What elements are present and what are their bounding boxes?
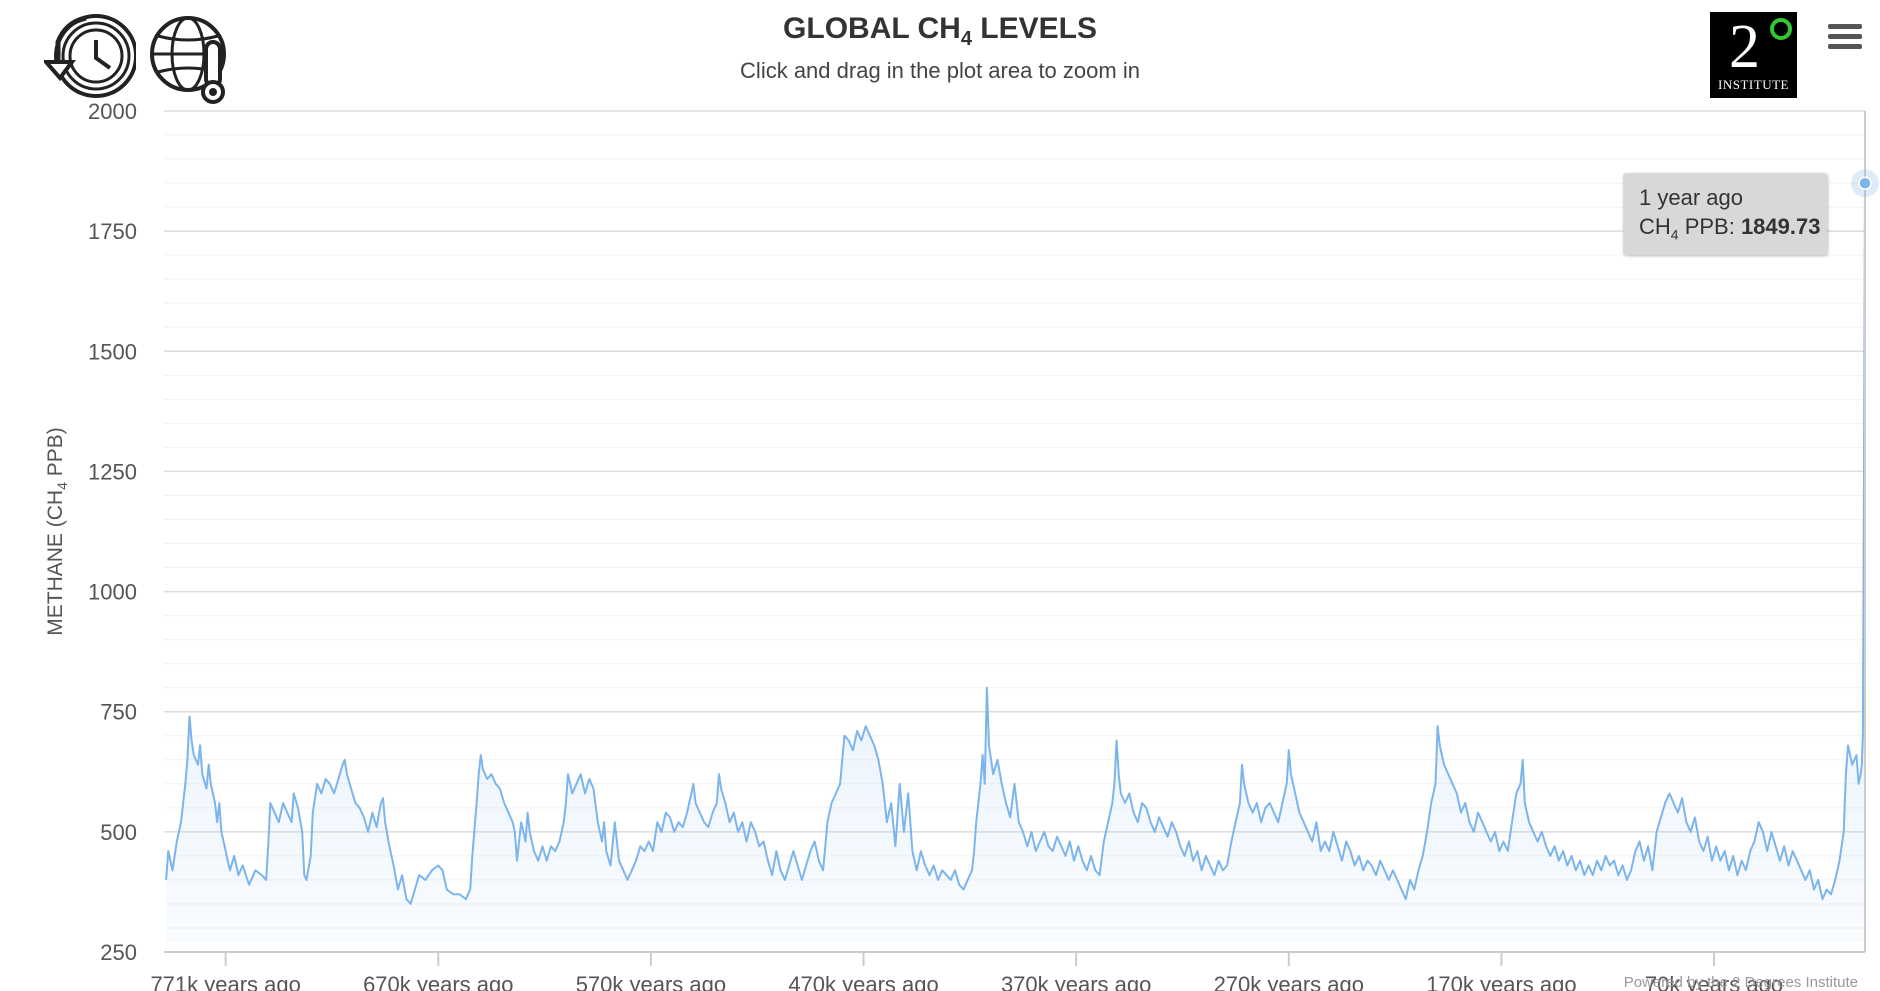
x-tick-label: 570k years ago — [576, 972, 726, 991]
x-tick-label: 170k years ago — [1426, 972, 1576, 991]
history-clock-icon[interactable] — [41, 12, 138, 109]
y-axis-ticks: 2000 1750 1500 1250 1000 750 500 250 — [88, 99, 137, 965]
tooltip-label: 1 year ago — [1639, 185, 1743, 210]
x-tick-label: 771k years ago — [150, 972, 300, 991]
y-tick-label: 750 — [100, 700, 137, 725]
x-axis-ticks: 771k years ago 670k years ago 570k years a… — [150, 952, 1783, 991]
tooltip-value: 1849.73 — [1740, 214, 1821, 239]
logo-degree-ring — [1770, 18, 1792, 40]
menu-bar — [1828, 24, 1862, 29]
menu-bar — [1828, 34, 1862, 39]
y-tick-label: 250 — [100, 940, 137, 965]
x-tick-label: 70k years ago — [1645, 972, 1783, 991]
menu-bar — [1828, 44, 1862, 49]
grid-major — [164, 110, 1865, 953]
series-area — [166, 183, 1866, 943]
chart-subtitle: Click and drag in the plot area to zoom … — [740, 58, 1140, 83]
tooltip-series-line: CH4 PPB: 1849.73 — [1639, 214, 1821, 243]
x-tick-label: 370k years ago — [1001, 972, 1151, 991]
x-tick-label: 270k years ago — [1214, 972, 1364, 991]
menu-icon[interactable] — [1828, 24, 1862, 54]
x-tick-label: 670k years ago — [363, 972, 513, 991]
globe-thermometer-icon[interactable] — [150, 12, 238, 109]
data-tooltip: 1 year ago CH4 PPB: 1849.73 — [1623, 173, 1827, 255]
y-axis-title: METHANE (CH4 PPB) — [44, 427, 70, 636]
chart-title: GLOBAL CH4 LEVELS — [783, 12, 1097, 50]
credits-link[interactable]: Powered by the 2 Degrees Institute — [1623, 974, 1858, 991]
two-degrees-institute-logo[interactable]: 2 INSTITUTE — [1710, 12, 1797, 98]
logo-wordmark: INSTITUTE — [1718, 77, 1789, 92]
logo-numeral: 2 — [1729, 13, 1760, 81]
series-line[interactable] — [165, 183, 1866, 905]
x-tick-label: 470k years ago — [788, 972, 938, 991]
hover-point[interactable] — [1858, 176, 1872, 190]
y-tick-label: 1000 — [88, 580, 137, 605]
y-tick-label: 2000 — [88, 99, 137, 124]
y-tick-label: 500 — [100, 820, 137, 845]
y-tick-label: 1250 — [88, 459, 137, 484]
y-tick-label: 1750 — [88, 219, 137, 244]
y-tick-label: 1500 — [88, 339, 137, 364]
